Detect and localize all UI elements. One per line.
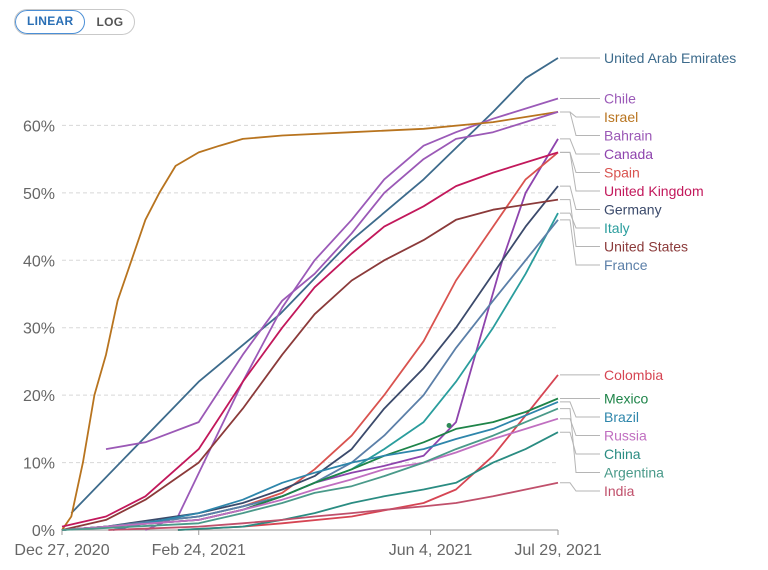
y-tick-label: 40% [23, 253, 55, 270]
y-tick-label: 10% [23, 456, 55, 473]
series-label-united-kingdom[interactable]: United Kingdom [604, 183, 704, 199]
series-line-russia[interactable] [61, 417, 559, 531]
series-line-india[interactable] [108, 481, 559, 531]
label-leader-line [560, 418, 600, 437]
label-leader-line [560, 199, 600, 247]
data-point-dot [446, 422, 452, 428]
series-label-united-arab-emirates[interactable]: United Arab Emirates [604, 50, 736, 66]
y-tick-label: 20% [23, 388, 55, 405]
series-label-china[interactable]: China [604, 446, 641, 462]
y-tick-label: 30% [23, 321, 55, 338]
series-labels: United Arab Emirates Chile Israel Bahrain Ca… [604, 50, 736, 499]
label-leader-line [560, 138, 600, 155]
series-label-bahrain[interactable]: Bahrain [604, 127, 652, 143]
label-leader-line [560, 408, 600, 474]
series-line-bahrain[interactable] [105, 111, 559, 450]
label-leader-line [560, 219, 600, 266]
x-axis-ticks: Dec 27, 2020 Feb 24, 2021 Jun 4, 2021 Jul 2… [14, 530, 602, 559]
label-leader-line [560, 185, 600, 210]
x-tick-label: Feb 24, 2021 [152, 542, 246, 559]
series-line-argentina[interactable] [61, 407, 559, 531]
x-tick-label: Jul 29, 2021 [514, 542, 601, 559]
series-label-germany[interactable]: Germany [604, 201, 662, 217]
series-label-russia[interactable]: Russia [604, 428, 647, 444]
series-line-china[interactable] [177, 431, 559, 531]
series-label-colombia[interactable]: Colombia [604, 367, 663, 383]
series-label-chile[interactable]: Chile [604, 90, 636, 106]
series-line-israel[interactable] [61, 111, 559, 531]
label-leader-line [560, 151, 600, 173]
series-label-italy[interactable]: Italy [604, 220, 630, 236]
label-leader-line [560, 401, 600, 418]
gridlines [62, 124, 558, 531]
series-label-argentina[interactable]: Argentina [604, 465, 664, 481]
series-line-colombia[interactable] [177, 374, 559, 531]
series-label-india[interactable]: India [604, 483, 635, 499]
series-label-canada[interactable]: Canada [604, 146, 653, 162]
series-line-chile[interactable] [145, 97, 559, 531]
series-lines [61, 57, 559, 531]
series-label-brazil[interactable]: Brazil [604, 409, 639, 425]
x-tick-label: Jun 4, 2021 [389, 542, 473, 559]
label-leader-line [560, 212, 600, 229]
series-line-canada[interactable] [61, 138, 559, 531]
series-label-mexico[interactable]: Mexico [604, 391, 649, 407]
series-line-united-states[interactable] [61, 198, 559, 531]
series-label-france[interactable]: France [604, 257, 648, 273]
label-leader-line [560, 151, 600, 192]
series-label-israel[interactable]: Israel [604, 109, 638, 125]
y-tick-label: 60% [23, 118, 55, 135]
label-leader-line [560, 111, 600, 136]
label-leader-line [560, 482, 600, 492]
series-line-united-kingdom[interactable] [61, 151, 559, 528]
series-label-united-states[interactable]: United States [604, 238, 688, 254]
scale-toggle[interactable]: LINEAR LOG [14, 9, 136, 35]
series-line-united-arab-emirates[interactable] [70, 57, 559, 514]
label-leader-line [560, 111, 600, 118]
y-tick-label: 50% [23, 186, 55, 203]
series-line-brazil[interactable] [112, 401, 559, 531]
series-label-spain[interactable]: Spain [604, 164, 640, 180]
y-axis-ticks: 0% 10% 20% 30% 40% 50% 60% [23, 118, 55, 540]
series-line-germany[interactable] [61, 185, 559, 531]
log-scale-button[interactable]: LOG [96, 15, 124, 29]
linear-scale-button[interactable]: LINEAR [15, 10, 86, 34]
x-tick-label: Dec 27, 2020 [14, 542, 109, 559]
label-leaders [560, 57, 600, 492]
y-tick-label: 0% [32, 523, 55, 540]
